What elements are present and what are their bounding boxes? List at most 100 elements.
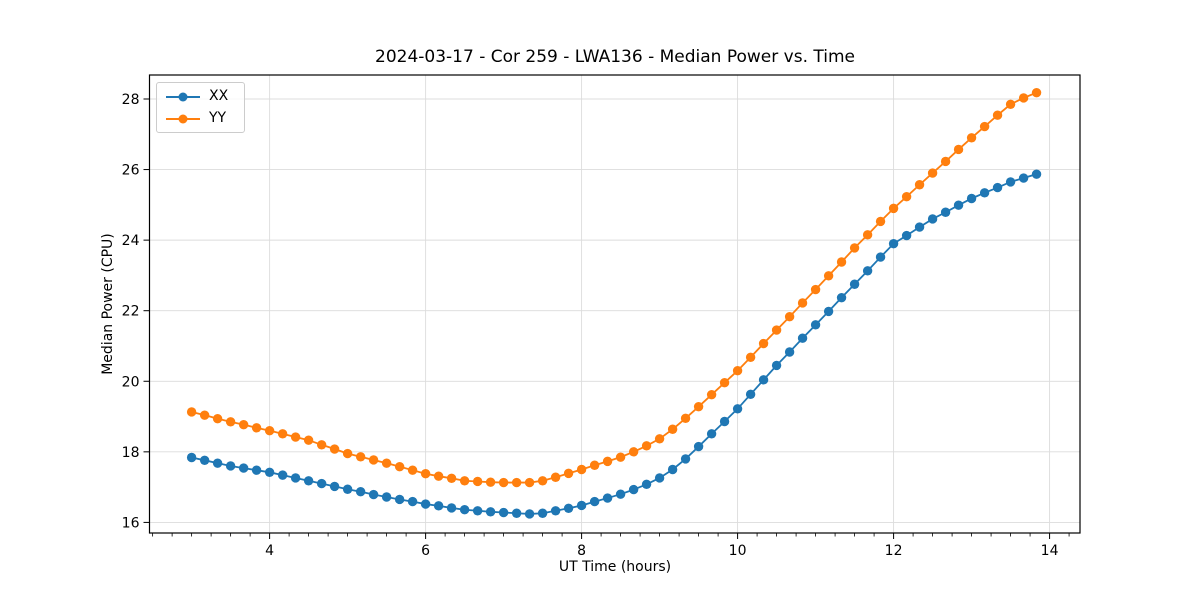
x-tick-label: 10: [729, 543, 747, 559]
data-point: [654, 473, 665, 483]
x-tick-label: 8: [577, 543, 586, 559]
data-point: [1018, 173, 1029, 183]
data-point: [329, 481, 340, 492]
data-point: [225, 461, 236, 471]
data-point: [264, 425, 275, 436]
data-point: [316, 478, 327, 489]
data-point: [524, 477, 535, 488]
data-point: [862, 230, 873, 240]
data-point: [771, 360, 782, 371]
data-point: [1031, 87, 1042, 98]
data-point: [966, 193, 977, 204]
data-point: [810, 320, 821, 330]
plot-border: [148, 74, 1081, 534]
data-point: [953, 200, 964, 210]
data-point: [277, 429, 288, 439]
data-point: [290, 432, 301, 442]
data-point: [940, 207, 951, 217]
data-point: [199, 455, 210, 466]
y-tick-label: 18: [122, 445, 140, 461]
data-point: [849, 279, 860, 289]
data-point: [784, 347, 795, 357]
data-point: [394, 494, 405, 505]
data-point: [1031, 169, 1042, 179]
data-point: [446, 473, 457, 484]
data-point: [251, 423, 262, 433]
legend-line-marker-icon: [166, 114, 200, 123]
data-point: [186, 452, 197, 463]
data-point: [797, 333, 808, 343]
data-point: [563, 468, 574, 479]
data-point: [745, 352, 756, 362]
data-point: [927, 168, 938, 178]
data-point: [836, 257, 847, 267]
data-point: [264, 467, 275, 478]
data-point: [186, 407, 197, 417]
data-point: [823, 271, 834, 281]
data-point: [329, 444, 340, 454]
data-point: [992, 182, 1003, 193]
y-tick-label: 28: [122, 92, 140, 108]
data-point: [433, 471, 444, 481]
data-point: [342, 484, 353, 494]
data-point: [1018, 93, 1029, 103]
legend-item-YY: YY: [166, 111, 228, 126]
series-YY-line: [191, 91, 1037, 484]
data-point: [368, 455, 379, 465]
data-point: [849, 243, 860, 253]
x-tick-label: 6: [421, 543, 430, 559]
data-point: [914, 222, 925, 232]
data-point: [602, 456, 613, 467]
series-XX: [186, 169, 1042, 519]
data-point: [498, 477, 509, 488]
data-point: [589, 460, 600, 470]
data-point: [420, 499, 431, 509]
data-point: [589, 496, 600, 507]
data-point: [862, 266, 873, 276]
data-point: [693, 441, 704, 452]
data-point: [875, 252, 886, 262]
y-tick-label: 26: [122, 163, 140, 179]
data-point: [446, 503, 457, 513]
data-point: [303, 435, 314, 445]
data-point: [290, 473, 301, 483]
series-YY: [186, 87, 1042, 488]
x-tick-label: 4: [265, 543, 274, 559]
data-point: [212, 413, 223, 424]
data-point: [810, 284, 821, 295]
data-point: [641, 479, 652, 490]
data-point: [472, 506, 483, 516]
data-point: [979, 188, 990, 198]
data-point: [199, 410, 210, 420]
x-tick-label: 14: [1041, 543, 1059, 559]
data-point: [498, 507, 509, 518]
data-point: [758, 338, 769, 349]
data-point: [407, 496, 418, 507]
data-point: [316, 440, 327, 450]
data-point: [888, 203, 899, 214]
data-point: [537, 508, 548, 518]
data-point: [238, 463, 249, 473]
data-point: [576, 500, 587, 511]
data-point: [459, 505, 470, 515]
data-point: [953, 144, 964, 155]
data-point: [511, 508, 522, 518]
data-point: [966, 133, 977, 143]
data-point: [537, 476, 548, 486]
data-point: [303, 476, 314, 486]
data-point: [485, 507, 496, 517]
data-point: [732, 365, 743, 376]
data-point: [628, 447, 639, 457]
data-point: [940, 156, 951, 167]
data-point: [485, 477, 496, 487]
data-point: [680, 454, 691, 464]
data-point: [550, 506, 561, 516]
data-point: [550, 472, 561, 482]
chart-title: 2024-03-17 - Cor 259 - LWA136 - Median P…: [375, 47, 855, 67]
y-axis-label: Median Power (CPU): [100, 233, 116, 375]
legend-dot-icon: [178, 114, 188, 123]
data-point: [654, 434, 665, 444]
data-point: [420, 469, 431, 479]
